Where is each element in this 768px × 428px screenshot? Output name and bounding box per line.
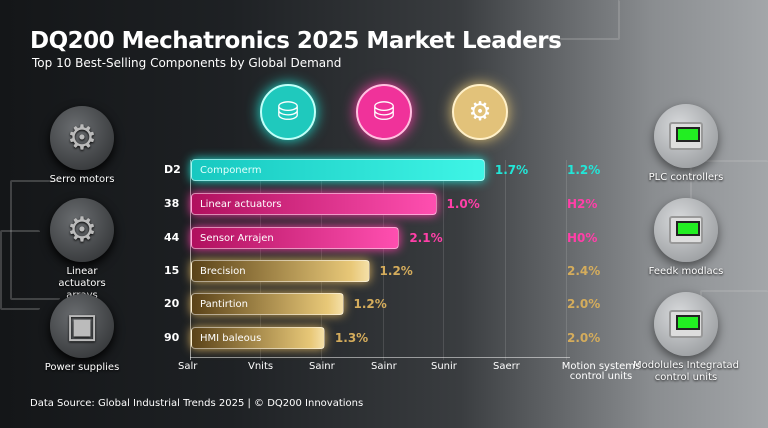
chip-icon: ▣ — [50, 294, 114, 358]
x-tick-label: Salr — [178, 361, 198, 372]
page-subtitle: Top 10 Best-Selling Components by Global… — [32, 56, 342, 70]
side-item-plc-controllers: PLC controllers — [626, 104, 746, 184]
bar: Pantirtion — [191, 293, 344, 315]
side-item-power-supplies: ▣ Power supplies — [22, 294, 142, 374]
second-column-label: 1.2% — [567, 163, 601, 177]
x-tick-label: Motion systems control units — [561, 361, 641, 382]
bar: HMI baleous — [191, 327, 325, 349]
data-source-footer: Data Source: Global Industrial Trends 20… — [30, 398, 364, 409]
x-axis-line — [190, 357, 570, 358]
page-title: DQ200 Mechatronics 2025 Market Leaders — [30, 28, 562, 54]
second-column-label: 2.0% — [567, 297, 601, 311]
row-label: 90 — [164, 331, 180, 344]
row-label: D2 — [164, 163, 181, 176]
value-label: 1.2% — [379, 264, 413, 278]
side-item-feedback-modules: Feedk modlacs — [626, 198, 746, 278]
second-column-label: H2% — [567, 197, 598, 211]
x-tick-label: Saerr — [493, 361, 520, 372]
bar: Componerm — [191, 159, 485, 181]
side-item-label: Serro motors — [49, 174, 115, 185]
bar: Brecision — [191, 260, 370, 282]
y-axis-line — [190, 160, 191, 360]
x-tick-label: Vnits — [248, 361, 274, 372]
bar: Sensor Arrajen — [191, 227, 400, 249]
control-panel-icon — [654, 104, 718, 168]
value-label: 1.3% — [334, 331, 369, 345]
cylinder-connector-icon: ⛁ — [260, 84, 316, 140]
x-tick-label: Sainr — [309, 361, 335, 372]
second-column-label: 2.4% — [567, 264, 601, 278]
side-item-label: Feedk modlacs — [648, 266, 724, 277]
value-label: 1.2% — [353, 297, 387, 311]
side-item-linear-actuators: ⚙Linear actuators arrays — [22, 198, 142, 302]
gear-icon: ⚙ — [452, 84, 508, 140]
side-item-servo-motors: ⚙ Serro motors — [22, 106, 142, 186]
value-label: 1.7% — [494, 163, 529, 177]
control-panel-icon — [654, 292, 718, 356]
side-item-label: Modolules Integratad control units — [633, 360, 739, 383]
x-tick-label: Sainr — [371, 361, 397, 372]
side-item-label: PLC controllers — [648, 172, 724, 183]
row-label: 15 — [164, 264, 180, 277]
grid-line — [443, 160, 444, 360]
value-label: 2.1% — [409, 231, 443, 245]
x-tick-label: Sunir — [431, 361, 457, 372]
value-label: 1.0% — [446, 197, 480, 211]
grid-line — [566, 160, 567, 360]
side-item-label: Power supplies — [44, 362, 120, 373]
second-column-label: 2.0% — [567, 331, 601, 345]
control-panel-icon — [654, 198, 718, 262]
row-label: 38 — [164, 197, 180, 210]
cylinder-connector-icon: ⛁ — [356, 84, 412, 140]
side-item-integrated-control-units: Modolules Integratad control units — [626, 292, 746, 384]
second-column-label: H0% — [567, 231, 598, 245]
gear-icon: ⚙ — [50, 198, 114, 262]
grid-line — [383, 160, 384, 360]
gear-icon: ⚙ — [50, 106, 114, 170]
row-label: 44 — [164, 231, 180, 244]
grid-line — [505, 160, 506, 360]
row-label: 20 — [164, 297, 180, 310]
bar: Linear actuators — [191, 193, 437, 215]
